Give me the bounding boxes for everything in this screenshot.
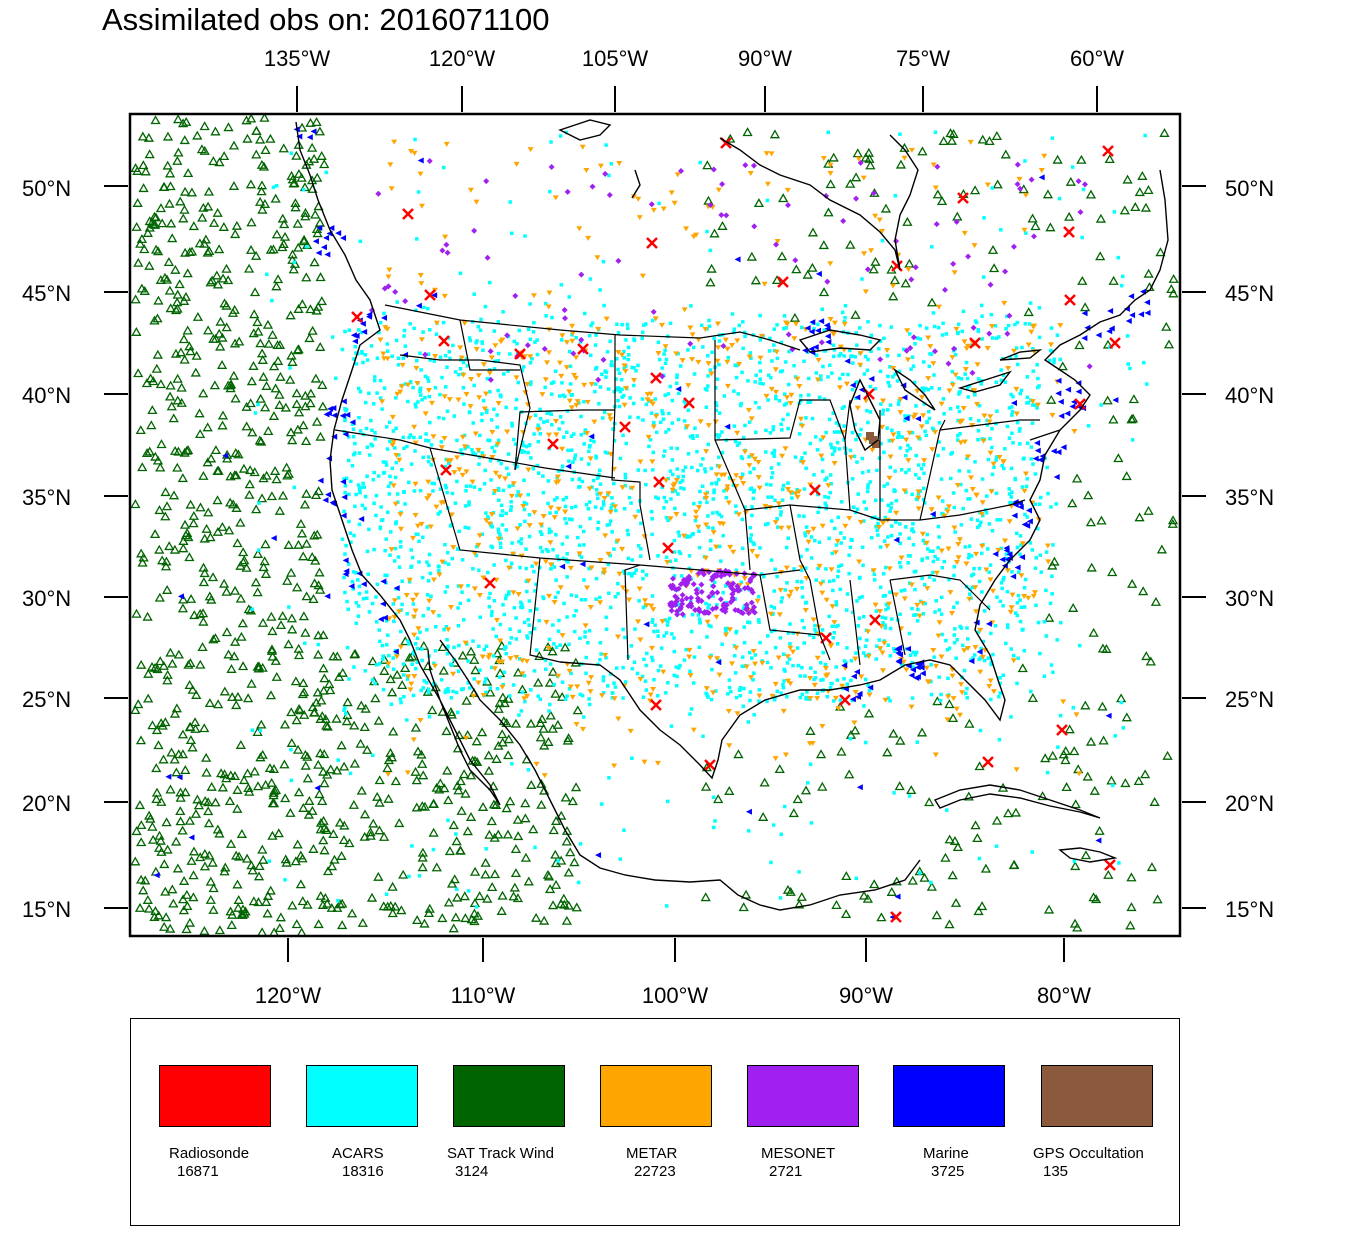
- legend-swatch: [453, 1065, 565, 1127]
- legend-count: 2721: [769, 1163, 803, 1180]
- top-lon-label: 90°W: [738, 46, 792, 71]
- gps-occultation-markers: [866, 432, 880, 448]
- legend-count: 18316: [342, 1163, 384, 1180]
- bottom-lon-label: 80°W: [1037, 983, 1091, 1008]
- marine-markers: [153, 126, 1151, 921]
- bottom-lon-label: 100°W: [642, 983, 709, 1008]
- legend-swatch: [1041, 1065, 1153, 1127]
- left-lat-label: 20°N: [22, 791, 71, 816]
- legend-label: Radiosonde: [169, 1145, 250, 1162]
- legend-label: GPS Occultation: [1033, 1145, 1144, 1162]
- coastlines: [295, 119, 1169, 911]
- left-lat-label: 25°N: [22, 687, 71, 712]
- top-lon-label: 60°W: [1070, 46, 1124, 71]
- left-lat-label: 50°N: [22, 176, 71, 201]
- legend-entry-metar: METAR 22723: [600, 1065, 712, 1180]
- left-lat-label: 35°N: [22, 485, 71, 510]
- bottom-lon-label: 120°W: [255, 983, 322, 1008]
- legend-label: MESONET: [761, 1145, 836, 1162]
- legend-swatch: [747, 1065, 859, 1127]
- left-lat-label: 30°N: [22, 586, 71, 611]
- right-lat-label: 25°N: [1225, 687, 1274, 712]
- legend-count: 135: [1043, 1163, 1069, 1180]
- legend-swatch: [159, 1065, 271, 1127]
- legend-entry-gps-occultation: GPS Occultation 135: [1033, 1065, 1153, 1180]
- left-lat-label: 15°N: [22, 897, 71, 922]
- legend-count: 3725: [931, 1163, 965, 1180]
- top-lon-label: 75°W: [896, 46, 950, 71]
- legend-entry-mesonet: MESONET 2721: [747, 1065, 859, 1180]
- legend-entry-radiosonde: Radiosonde 16871: [159, 1065, 271, 1180]
- acars-markers: [250, 130, 1149, 909]
- left-lat-label: 40°N: [22, 383, 71, 408]
- radiosonde-markers: [351, 137, 1121, 923]
- right-lat-label: 50°N: [1225, 176, 1274, 201]
- right-lat-label: 20°N: [1225, 791, 1274, 816]
- legend-label: SAT Track Wind: [447, 1145, 554, 1162]
- observation-map: 135°W 120°W 105°W 90°W 75°W 60°W 120°W 1…: [22, 46, 1274, 1008]
- left-lat-label: 45°N: [22, 281, 71, 306]
- legend: Radiosonde 16871 ACARS 18316 SAT Track W…: [130, 1018, 1180, 1226]
- legend-entry-sat-track-wind: SAT Track Wind 3124: [447, 1065, 565, 1180]
- legend-swatch: [893, 1065, 1005, 1127]
- top-lon-label: 105°W: [582, 46, 649, 71]
- axis-ticks: [104, 86, 1206, 962]
- sat-track-wind-markers: [130, 114, 1179, 936]
- top-lon-label: 135°W: [264, 46, 331, 71]
- page-title: Assimilated obs on: 2016071100: [102, 2, 550, 37]
- political-borders: [334, 304, 1061, 666]
- legend-count: 3124: [455, 1163, 489, 1180]
- right-lat-label: 30°N: [1225, 586, 1274, 611]
- top-lon-label: 120°W: [429, 46, 496, 71]
- legend-swatch: [600, 1065, 712, 1127]
- right-lat-label: 15°N: [1225, 897, 1274, 922]
- bottom-lon-label: 110°W: [451, 983, 516, 1008]
- mesonet-markers: [369, 157, 1093, 618]
- legend-count: 16871: [177, 1163, 219, 1180]
- legend-entry-acars: ACARS 18316: [306, 1065, 418, 1180]
- legend-label: METAR: [626, 1145, 678, 1162]
- legend-count: 22723: [634, 1163, 676, 1180]
- right-lat-label: 40°N: [1225, 383, 1274, 408]
- legend-label: ACARS: [332, 1145, 384, 1162]
- bottom-lon-label: 90°W: [839, 983, 893, 1008]
- legend-entry-marine: Marine 3725: [893, 1065, 1005, 1180]
- legend-label: Marine: [923, 1145, 969, 1162]
- right-lat-label: 45°N: [1225, 281, 1274, 306]
- legend-swatch: [306, 1065, 418, 1127]
- right-lat-label: 35°N: [1225, 485, 1274, 510]
- map-frame: [128, 112, 1182, 938]
